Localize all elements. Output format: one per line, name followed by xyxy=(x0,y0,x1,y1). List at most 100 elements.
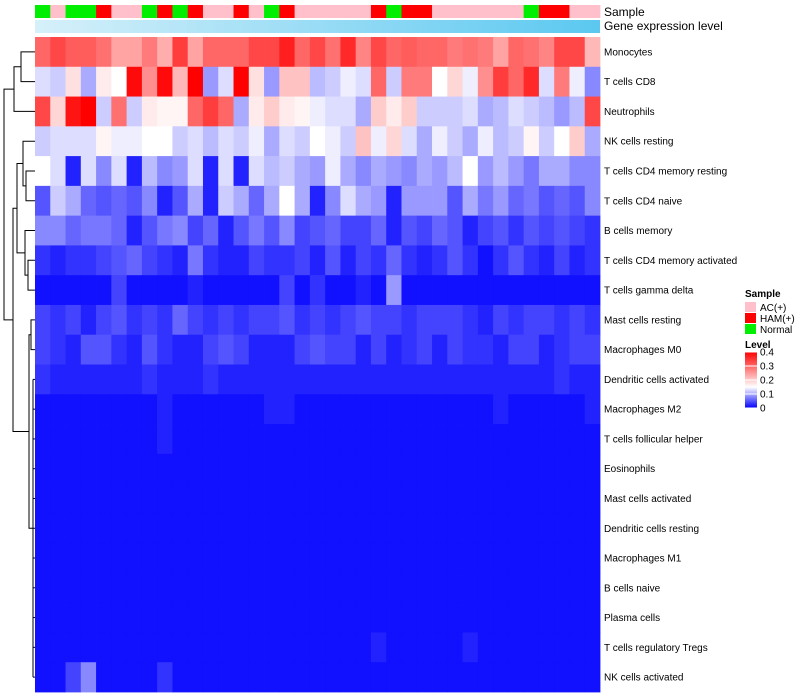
heatmap-cell xyxy=(264,37,280,68)
sample-annotation-cell xyxy=(294,5,311,18)
heatmap-cell xyxy=(35,424,51,455)
heatmap-cell xyxy=(416,364,433,395)
heatmap-cell xyxy=(340,334,357,365)
heatmap-cell xyxy=(111,126,128,157)
heatmap-cell xyxy=(187,304,204,336)
heatmap-cell xyxy=(294,185,311,217)
heatmap-cell xyxy=(447,156,463,187)
heatmap-cell xyxy=(340,632,357,663)
heatmap-cell xyxy=(370,37,387,68)
heatmap-cell xyxy=(370,66,387,97)
heatmap-cell xyxy=(294,632,311,663)
heatmap-cell xyxy=(80,483,97,514)
heatmap-cell xyxy=(462,275,479,306)
heatmap-cell xyxy=(477,37,494,68)
heatmap-cell xyxy=(279,275,295,306)
heatmap-cell xyxy=(294,334,311,365)
heatmap-cell xyxy=(447,275,463,306)
heatmap-cell xyxy=(172,304,189,336)
heatmap-cell xyxy=(187,245,204,276)
heatmap-cell xyxy=(96,126,112,157)
legend: Sample AC(+)HAM(+)Normal Level 0.4 0.3 0.2… xyxy=(745,289,795,415)
heatmap-cell xyxy=(264,572,280,604)
heatmap-cell xyxy=(340,185,357,217)
heatmap-cell xyxy=(569,66,586,97)
heatmap-cell xyxy=(584,632,601,663)
heatmap-cell xyxy=(401,215,418,246)
heatmap-cell xyxy=(432,662,448,693)
heatmap-cell xyxy=(187,96,204,127)
sample-annotation-cell xyxy=(584,5,601,18)
heatmap-cell xyxy=(157,453,173,484)
heatmap-cell xyxy=(325,275,341,306)
heatmap-cell xyxy=(355,275,372,306)
heatmap-cell xyxy=(111,602,128,633)
heatmap-cell xyxy=(508,304,525,336)
heatmap-cell xyxy=(65,304,82,336)
heatmap-cell xyxy=(309,543,326,574)
heatmap-cell xyxy=(111,156,128,187)
heatmap-cell xyxy=(538,37,555,68)
heatmap-cell xyxy=(462,185,479,217)
heatmap-cell xyxy=(355,245,372,276)
heatmap-cell xyxy=(35,96,51,127)
heatmap-cell xyxy=(523,156,540,187)
level-tick-label: 0.3 xyxy=(760,362,774,373)
heatmap-cell xyxy=(401,66,418,97)
heatmap-cell xyxy=(202,662,219,693)
heatmap-cell xyxy=(35,334,51,365)
heatmap-cell xyxy=(50,602,66,633)
heatmap-cell xyxy=(202,126,219,157)
heatmap-cell xyxy=(493,156,509,187)
heatmap-cell xyxy=(538,424,555,455)
heatmap-cell xyxy=(355,156,372,187)
heatmap-cell xyxy=(523,602,540,633)
heatmap-cell xyxy=(538,572,555,604)
heatmap-cell xyxy=(50,304,66,336)
heatmap-cell xyxy=(462,543,479,574)
heatmap-cell xyxy=(340,513,357,544)
heatmap-cell xyxy=(141,453,158,484)
heatmap-cell xyxy=(523,304,540,336)
heatmap-cell xyxy=(538,662,555,693)
heatmap-cell xyxy=(309,304,326,336)
heatmap-cell xyxy=(325,304,341,336)
heatmap-cell xyxy=(202,572,219,604)
heatmap-cell xyxy=(157,37,173,68)
heatmap-cell xyxy=(126,37,143,68)
heatmap-cell xyxy=(126,543,143,574)
heatmap-cell xyxy=(462,513,479,544)
heatmap-cell xyxy=(309,37,326,68)
row-label: Macrophages M0 xyxy=(604,345,682,356)
heatmap-cell xyxy=(264,424,280,455)
heatmap-cell xyxy=(279,185,295,217)
heatmap-cell xyxy=(523,126,540,157)
heatmap-cell xyxy=(493,66,509,97)
heatmap-cell xyxy=(233,126,250,157)
heatmap-cell xyxy=(126,513,143,544)
heatmap-cell xyxy=(80,602,97,633)
heatmap-cell xyxy=(340,543,357,574)
heatmap-cell xyxy=(370,394,387,425)
heatmap-cell xyxy=(386,632,402,663)
heatmap-cell xyxy=(202,513,219,544)
heatmap-cell xyxy=(141,156,158,187)
heatmap-cell xyxy=(477,602,494,633)
heatmap-cell xyxy=(508,96,525,127)
heatmap-cell xyxy=(416,156,433,187)
heatmap-cell xyxy=(355,513,372,544)
heatmap-cell xyxy=(126,662,143,693)
heatmap-cell xyxy=(80,424,97,455)
heatmap-cell xyxy=(432,632,448,663)
heatmap-cell xyxy=(523,394,540,425)
heatmap-cell xyxy=(401,602,418,633)
heatmap-cell xyxy=(508,572,525,604)
heatmap-cell xyxy=(416,334,433,365)
dendrogram-branch xyxy=(12,207,29,432)
heatmap-cell xyxy=(202,96,219,127)
heatmap-cell xyxy=(401,513,418,544)
heatmap-cell xyxy=(157,275,173,306)
heatmap-cell xyxy=(370,245,387,276)
heatmap-cell xyxy=(111,215,128,246)
heatmap-cell xyxy=(554,156,570,187)
